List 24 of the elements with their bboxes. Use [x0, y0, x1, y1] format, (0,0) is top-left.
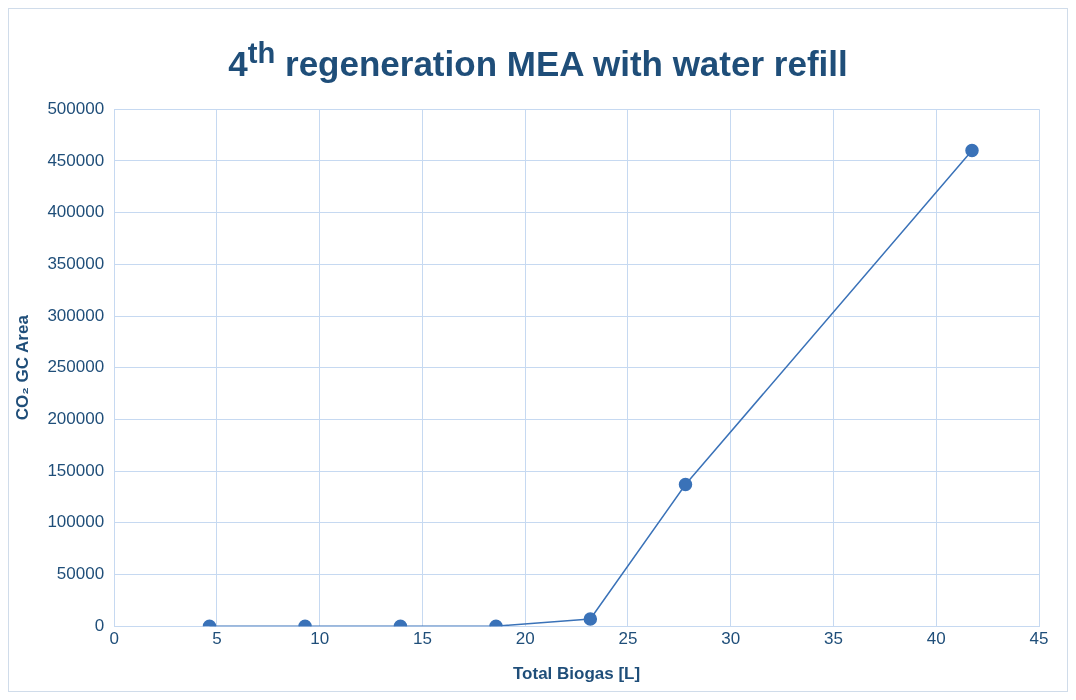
x-tick-label: 0	[109, 629, 119, 649]
x-tick-label: 15	[412, 629, 432, 649]
y-tick-label: 100000	[47, 512, 105, 532]
x-tick-label: 40	[926, 629, 946, 649]
y-tick-label: 250000	[47, 357, 105, 377]
x-tick-label: 45	[1029, 629, 1049, 649]
y-tick-label: 0	[94, 615, 105, 635]
y-tick-label: 300000	[47, 305, 105, 325]
y-tick-label: 200000	[47, 409, 105, 429]
y-tick-label: 50000	[56, 564, 105, 584]
x-axis-title: Total Biogas [L]	[512, 664, 641, 684]
y-axis-title: CO₂ GC Area	[12, 314, 32, 421]
x-tick-label: 25	[618, 629, 638, 649]
y-tick-label: 450000	[47, 150, 105, 170]
y-tick-label: 400000	[47, 202, 105, 222]
x-tick-label: 10	[310, 629, 330, 649]
y-tick-label: 500000	[47, 98, 105, 118]
x-tick-label: 30	[721, 629, 741, 649]
x-tick-label: 20	[515, 629, 535, 649]
chart-title: 4$^{th}$ regeneration MEA with water refill	[227, 36, 849, 85]
y-tick-label: 150000	[47, 460, 105, 480]
x-tick-label: 35	[824, 629, 843, 649]
y-tick-label: 350000	[47, 253, 105, 273]
x-tick-label: 5	[212, 629, 222, 649]
